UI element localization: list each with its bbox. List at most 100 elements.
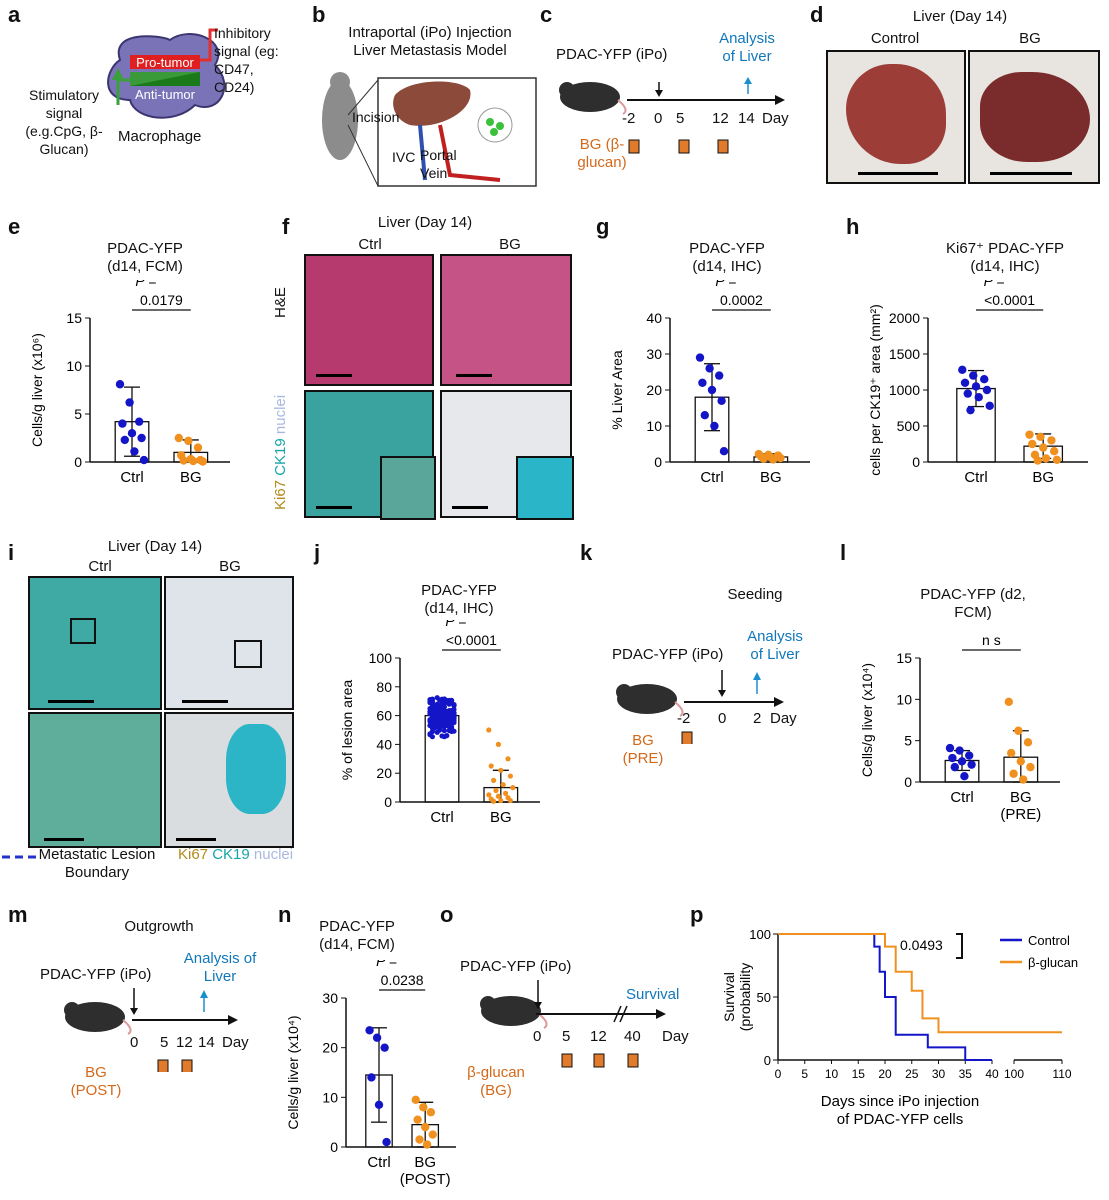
data-point xyxy=(695,353,705,362)
panel-k-tick-day: Day xyxy=(770,710,797,727)
p-label: P = xyxy=(135,280,156,289)
panel-d-control: Control xyxy=(870,30,920,47)
panel-c-analysis: Analysis of Liver xyxy=(719,30,775,65)
x-category-label: BG xyxy=(1032,469,1054,486)
panel-d-bg: BG xyxy=(1019,30,1041,47)
data-point xyxy=(486,792,492,798)
nuclei-legend: nuclei xyxy=(272,394,289,435)
y-tick-label: 10 xyxy=(66,358,82,374)
y-tick-label: 30 xyxy=(322,990,338,1006)
panel-o-tick-12: 12 xyxy=(590,1028,607,1045)
x-category-label: BG xyxy=(760,469,782,486)
data-point xyxy=(503,790,509,796)
data-point xyxy=(115,380,125,389)
panel-f-title: Liver (Day 14) xyxy=(377,214,473,231)
panel-label-n: n xyxy=(278,902,292,927)
panel-label-e: e xyxy=(8,214,21,239)
data-point xyxy=(432,723,438,729)
data-point xyxy=(769,455,778,464)
y-tick-label: 100 xyxy=(369,650,393,666)
liver-photo-control xyxy=(826,50,966,184)
panel-label-l: l xyxy=(840,540,847,565)
chart-h: 0 500 1000 1500 2000 cells per CK19⁺ area (mm… xyxy=(867,280,1088,486)
y-tick-label: 40 xyxy=(376,736,392,752)
y-tick-label: 0 xyxy=(764,1053,771,1068)
data-point xyxy=(451,728,457,734)
panel-k-tick-2: 2 xyxy=(753,710,762,727)
data-point xyxy=(982,385,992,395)
p-label: P = xyxy=(715,280,736,289)
data-point xyxy=(434,708,440,714)
data-point xyxy=(707,385,717,395)
data-point xyxy=(427,697,433,703)
x-category-label: Ctrl xyxy=(950,789,973,806)
data-point xyxy=(1019,775,1028,784)
chart-j: 0 20 40 60 80 100 % of lesion area Ctrl BG P = <0.… xyxy=(339,620,540,826)
y-tick-label: 10 xyxy=(896,691,912,707)
legend-label: β-glucan xyxy=(1028,955,1078,970)
panel-m-tick-12: 12 xyxy=(176,1034,193,1051)
data-point xyxy=(974,393,983,402)
x-tick-label: 25 xyxy=(905,1067,919,1081)
data-point xyxy=(137,433,146,443)
nuclei-legend-i: nuclei xyxy=(253,846,294,863)
data-point xyxy=(411,1095,420,1105)
x-tick-label: 35 xyxy=(959,1067,973,1081)
panel-o-tick-day: Day xyxy=(662,1028,689,1045)
panel-c-timeline xyxy=(559,77,785,154)
data-point xyxy=(700,411,709,420)
panel-i-title: Liver (Day 14) xyxy=(107,538,203,555)
data-point xyxy=(965,751,974,760)
significance-bracket xyxy=(956,933,963,959)
data-point xyxy=(184,436,193,446)
data-point xyxy=(127,429,137,438)
x-tick-label: 20 xyxy=(878,1067,892,1081)
y-tick-label: 40 xyxy=(646,310,662,326)
data-point xyxy=(985,401,994,411)
data-point xyxy=(957,757,967,766)
data-point xyxy=(118,419,127,428)
p-value: <0.0001 xyxy=(984,292,1035,308)
data-point xyxy=(715,371,724,380)
panel-k-timeline xyxy=(616,670,784,744)
panel-m-tick-5: 5 xyxy=(160,1034,169,1051)
x-category-label: Ctrl xyxy=(367,1154,390,1171)
data-point xyxy=(446,723,452,730)
y-tick-label: 80 xyxy=(376,679,392,695)
y-axis-label: Cells/g liver (x10⁴) xyxy=(285,1015,301,1129)
panel-i-ctrl: Ctrl xyxy=(88,558,112,575)
panel-c-tick-0: 0 xyxy=(654,110,663,127)
y-tick-label: 0 xyxy=(330,1139,338,1155)
data-point xyxy=(174,433,183,443)
panel-c-tick-5: 5 xyxy=(676,110,685,127)
panel-m-title: Outgrowth xyxy=(124,918,194,935)
boundary-legend-label: Metastatic Lesion Boundary xyxy=(38,846,156,881)
data-point xyxy=(1052,455,1062,465)
p-value: <0.0001 xyxy=(446,632,497,648)
data-point xyxy=(507,797,513,804)
data-point xyxy=(486,727,492,733)
data-point xyxy=(960,772,969,781)
data-point xyxy=(434,701,440,707)
data-point xyxy=(1004,697,1013,707)
data-point xyxy=(1039,443,1048,452)
y-tick-label: 0 xyxy=(384,794,392,810)
y-tick-label: 10 xyxy=(646,418,662,434)
macrophage-schematic xyxy=(107,28,226,119)
panel-label-i: i xyxy=(8,540,15,565)
data-point xyxy=(198,457,207,466)
data-point xyxy=(446,727,452,734)
data-point xyxy=(421,1122,430,1132)
y-tick-label: 15 xyxy=(66,310,82,326)
data-point xyxy=(698,378,707,387)
x-category-label: BG xyxy=(490,809,512,826)
panel-label-k: k xyxy=(580,540,593,565)
data-point xyxy=(498,767,504,773)
x-tick-label: 30 xyxy=(932,1067,946,1081)
macrophage-label: Macrophage xyxy=(118,128,202,145)
p-label: P = xyxy=(376,960,397,969)
data-point xyxy=(189,456,198,466)
stimulatory-signal-label: Stimulatory signal (e.g.CpG, β-Glucan) xyxy=(25,87,103,157)
panel-o-tick-5: 5 xyxy=(562,1028,571,1045)
panel-m-tick-14: 14 xyxy=(198,1034,215,1051)
